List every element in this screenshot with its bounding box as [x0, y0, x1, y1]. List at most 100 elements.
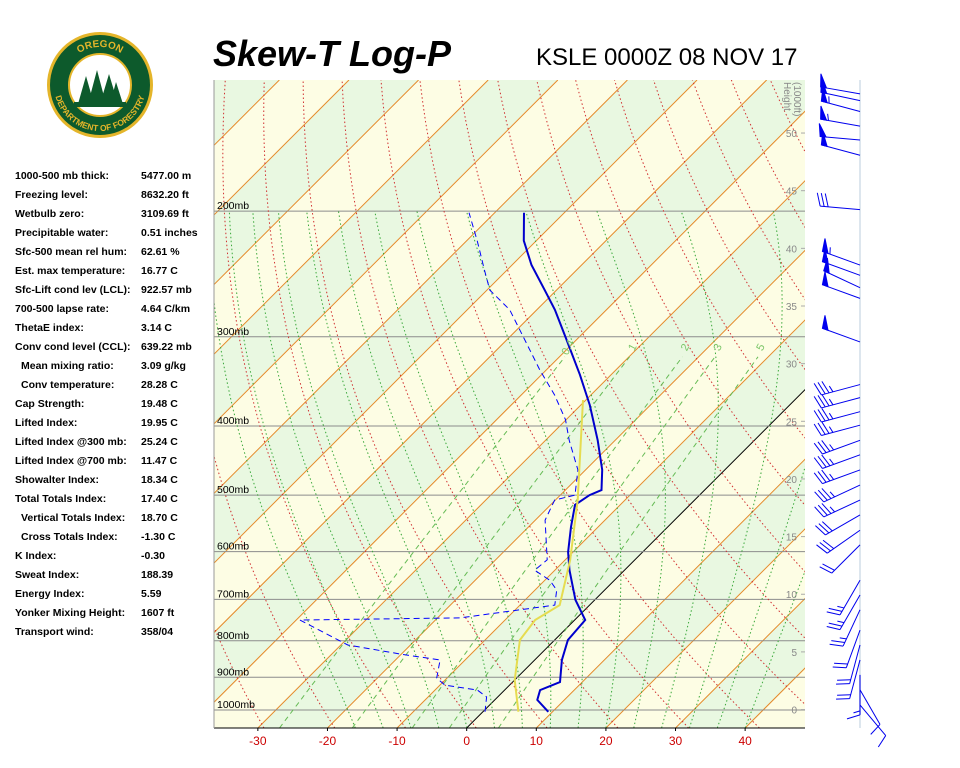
stat-value: 17.40 C [141, 493, 178, 505]
isotherm [214, 80, 559, 425]
barb-staff [826, 529, 861, 554]
y-tick-label: 1000mb [217, 699, 255, 711]
moist-adiabat [688, 211, 783, 728]
plot-overlay: 200mb 300mb 400mb 500mb 600mb 700mb 800mb 900mb… [213, 80, 805, 748]
wind-barb [821, 238, 861, 266]
barb-feather [821, 469, 831, 482]
barb-staff [820, 205, 861, 211]
barb-staff [821, 100, 861, 112]
stat-label: Showalter Index: [15, 474, 99, 486]
moist-adiabat [228, 211, 384, 728]
stat-label: 700-500 lapse rate: [15, 303, 109, 315]
isotherm [535, 458, 805, 728]
isotherm [214, 80, 698, 564]
y2-axis-label: (1000ft) [791, 82, 802, 116]
barb-half-feather [837, 605, 845, 609]
barb-feather [834, 662, 848, 665]
isotherm [214, 110, 805, 703]
moist-adiabat [374, 211, 523, 728]
y-tick-label: 700mb [217, 588, 249, 600]
mixing-ratio-line [448, 356, 716, 728]
wind-barb [813, 394, 861, 409]
barb-staff [820, 136, 861, 141]
barb-staff [821, 397, 861, 409]
wind-barb [816, 529, 861, 554]
isotherm [675, 597, 805, 728]
wind-barb [823, 257, 861, 289]
stat-value: 8632.20 ft [141, 189, 189, 201]
isotherm [214, 80, 628, 495]
y2-tick-label: 5 [791, 648, 797, 659]
barb-staff [825, 514, 861, 536]
barb-staff [839, 579, 861, 616]
profile-line [513, 400, 584, 712]
barb-feather [829, 643, 844, 647]
barb-feather [821, 394, 830, 407]
barb-staff [822, 327, 861, 343]
stat-value: 62.61 % [141, 246, 180, 258]
x-tick-label: 10 [530, 734, 544, 748]
stat-value: 922.57 mb [141, 284, 192, 296]
wind-barb [832, 629, 861, 669]
barb-feather [821, 521, 833, 532]
mixing-ratio-line [351, 356, 630, 728]
stat-label: Lifted Index: [15, 417, 77, 429]
profile-line [522, 212, 604, 713]
barb-feather [821, 381, 830, 394]
stat-value: -1.30 C [141, 531, 176, 543]
wind-barb [819, 544, 861, 574]
barb-feather [822, 539, 835, 549]
isotherm [396, 319, 805, 728]
barb-staff [822, 261, 861, 276]
wind-barb [820, 78, 861, 102]
barb-feather [820, 193, 825, 207]
barb-staff [842, 609, 861, 647]
moist-adiabat [214, 297, 356, 728]
barb-half-feather [828, 412, 834, 420]
logo-top-path: OREGON [75, 39, 125, 56]
y2-tick-label: 0 [791, 706, 797, 717]
x-tick-label: -30 [249, 734, 267, 748]
stat-label: Mean mixing ratio: [21, 360, 114, 372]
stat-label: Conv temperature: [21, 379, 114, 391]
y2-tick-label: 35 [786, 302, 798, 313]
wind-barb [859, 689, 881, 735]
barb-feather [828, 607, 843, 612]
stat-value: 18.34 C [141, 474, 178, 486]
logo-trees [78, 70, 123, 104]
wind-barb [821, 315, 861, 343]
stat-value: 0.51 inches [141, 227, 198, 239]
barb-staff [822, 250, 861, 266]
barb-feather [817, 382, 826, 395]
wind-barb [815, 514, 861, 536]
barb-feather [816, 192, 821, 207]
stat-label: Energy Index: [15, 588, 84, 600]
x-tick-label: 20 [599, 734, 613, 748]
y2-axis-label: Height [781, 82, 792, 111]
stat-label: Cap Strength: [15, 398, 84, 410]
stat-label: Conv cond level (CCL): [15, 341, 131, 353]
barb-feather [817, 422, 826, 435]
barb-feather [813, 410, 822, 423]
stat-value: 4.64 C/km [141, 303, 190, 315]
barb-feather [822, 563, 835, 571]
barb-feather [817, 409, 826, 422]
barb-half-feather [828, 385, 834, 393]
wind-barb [813, 381, 861, 396]
barb-feather [813, 423, 822, 436]
dry-adiabat [214, 454, 336, 728]
barb-feather [816, 544, 828, 554]
barb-staff [821, 384, 861, 396]
stat-label: Transport wind: [15, 626, 94, 638]
barb-feather [826, 626, 841, 631]
stat-label: K Index: [15, 550, 56, 562]
y2-tick-label: 30 [786, 360, 798, 371]
x-tick-label: -20 [319, 734, 337, 748]
temperature-band [214, 80, 805, 703]
stat-value: 16.77 C [141, 265, 178, 277]
dry-adiabat [886, 78, 960, 728]
barb-staff [845, 629, 861, 668]
logo-ground [74, 102, 126, 107]
